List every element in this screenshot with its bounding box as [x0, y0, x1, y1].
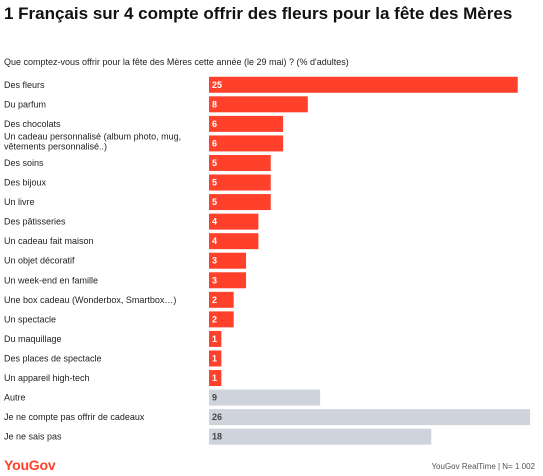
- value-label-un-objet-decoratif: 3: [212, 256, 217, 266]
- bar-autre: [209, 389, 321, 406]
- bar-des-places-de-spectacle: [209, 350, 222, 367]
- category-label-un-objet-decoratif: Un objet décoratif: [4, 256, 75, 266]
- category-label-des-chocolats: Des chocolats: [4, 119, 61, 129]
- category-label-des-soins: Des soins: [4, 158, 44, 168]
- category-label-un-livre: Un livre: [4, 197, 35, 207]
- source-note: YouGov RealTime | N= 1 002: [431, 462, 535, 471]
- chart-title: 1 Français sur 4 compte offrir des fleur…: [4, 4, 513, 23]
- category-label-une-box-cadeau-wonderbox-smartbox: Une box cadeau (Wonderbox, Smartbox…): [4, 295, 176, 305]
- chart-subtitle: Que comptez-vous offrir pour la fête des…: [4, 57, 349, 67]
- category-label-des-places-de-spectacle: Des places de spectacle: [4, 353, 102, 363]
- bar-un-appareil-high-tech: [209, 370, 222, 387]
- category-label-du-parfum: Du parfum: [4, 99, 46, 109]
- value-label-des-chocolats: 6: [212, 119, 217, 129]
- category-label-des-patisseries: Des pâtisseries: [4, 217, 66, 227]
- value-label-un-livre: 5: [212, 197, 217, 207]
- bar-un-livre: [209, 194, 271, 211]
- category-label-du-maquillage: Du maquillage: [4, 334, 62, 344]
- category-label-des-fleurs: Des fleurs: [4, 80, 45, 90]
- category-label-je-ne-sais-pas: Je ne sais pas: [4, 432, 62, 442]
- category-label-un-spectacle: Un spectacle: [4, 314, 56, 324]
- bar-un-spectacle: [209, 311, 234, 328]
- value-label-je-ne-compte-pas-offrir-de-cadeaux: 26: [212, 412, 222, 422]
- bar-du-parfum: [209, 96, 308, 113]
- value-label-autre: 9: [212, 393, 217, 403]
- bar-des-bijoux: [209, 174, 271, 191]
- value-label-un-week-end-en-famille: 3: [212, 275, 217, 285]
- bar-un-week-end-en-famille: [209, 272, 247, 289]
- bar-je-ne-sais-pas: [209, 428, 432, 445]
- value-label-une-box-cadeau-wonderbox-smartbox: 2: [212, 295, 217, 305]
- category-label-un-cadeau-personnalise-album-photo-mug-vetements-personnalise: Un cadeau personnalisé (album photo, mug…: [4, 131, 181, 151]
- bar-du-maquillage: [209, 330, 222, 347]
- category-label-autre: Autre: [4, 393, 26, 403]
- value-label-un-cadeau-fait-maison: 4: [212, 236, 217, 246]
- bar-des-fleurs: [209, 76, 518, 93]
- value-label-des-patisseries: 4: [212, 217, 217, 227]
- category-label-je-ne-compte-pas-offrir-de-cadeaux: Je ne compte pas offrir de cadeaux: [4, 412, 145, 422]
- category-label-des-bijoux: Des bijoux: [4, 178, 47, 188]
- value-label-un-cadeau-personnalise-album-photo-mug-vetements-personnalise: 6: [212, 138, 217, 148]
- value-label-des-places-de-spectacle: 1: [212, 353, 217, 363]
- category-label-un-week-end-en-famille: Un week-end en famille: [4, 275, 98, 285]
- yougov-logo: YouGov: [4, 457, 56, 473]
- value-label-un-appareil-high-tech: 1: [212, 373, 217, 383]
- value-label-je-ne-sais-pas: 18: [212, 432, 222, 442]
- bar-des-soins: [209, 154, 271, 171]
- category-label-un-appareil-high-tech: Un appareil high-tech: [4, 373, 90, 383]
- bar-des-chocolats: [209, 115, 284, 132]
- bar-je-ne-compte-pas-offrir-de-cadeaux: [209, 409, 531, 426]
- bar-des-patisseries: [209, 213, 259, 230]
- value-label-du-maquillage: 1: [212, 334, 217, 344]
- bar-un-objet-decoratif: [209, 252, 247, 269]
- value-label-des-soins: 5: [212, 158, 217, 168]
- value-label-un-spectacle: 2: [212, 314, 217, 324]
- bar-un-cadeau-fait-maison: [209, 233, 259, 250]
- bar-un-cadeau-personnalise-album-photo-mug-vetements-personnalise: [209, 135, 284, 152]
- value-label-du-parfum: 8: [212, 99, 217, 109]
- category-label-un-cadeau-fait-maison: Un cadeau fait maison: [4, 236, 94, 246]
- bar-une-box-cadeau-wonderbox-smartbox: [209, 291, 234, 308]
- value-label-des-bijoux: 5: [212, 178, 217, 188]
- value-label-des-fleurs: 25: [212, 80, 222, 90]
